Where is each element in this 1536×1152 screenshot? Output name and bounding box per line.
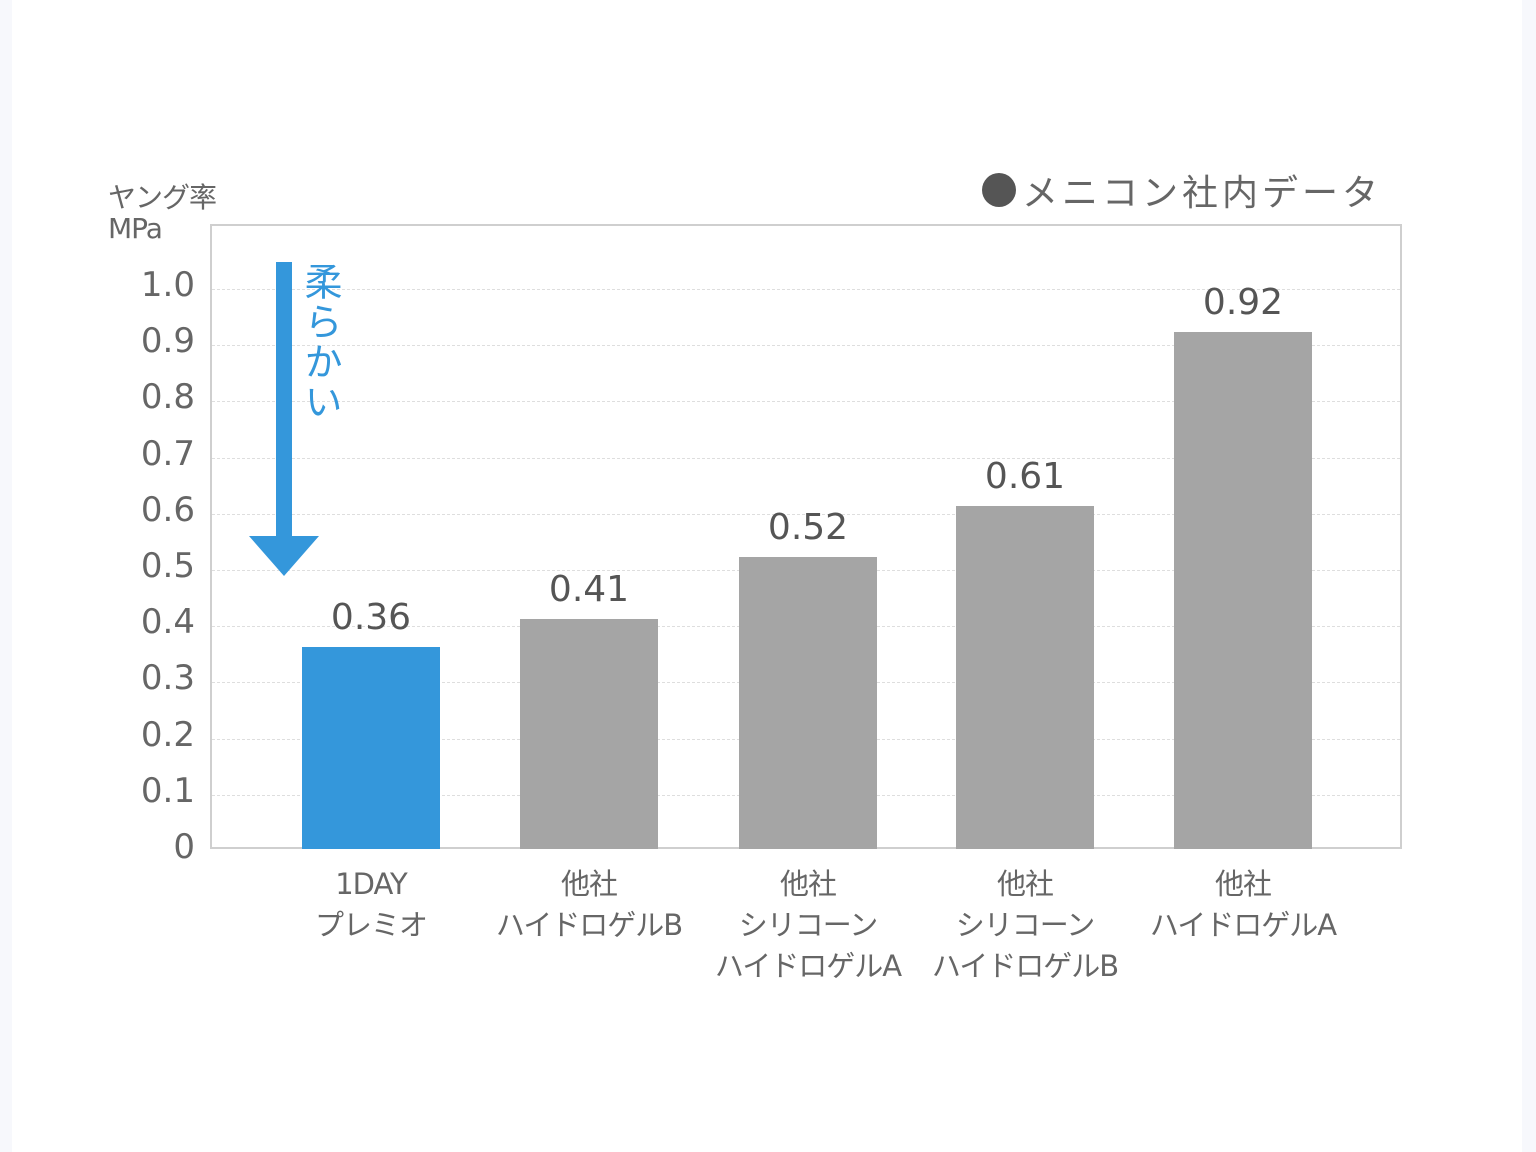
- x-category-label-line: 1DAY: [335, 867, 408, 901]
- x-category-label: 1DAY プレミオ: [251, 864, 491, 946]
- y-tick-label: 1.0: [140, 265, 195, 305]
- gridline: [212, 457, 1400, 459]
- bar: [1174, 331, 1312, 849]
- y-tick-label: 0.2: [140, 714, 195, 755]
- x-category-label-line: シリコーン: [738, 908, 879, 942]
- x-category-label: 他社ハイドロゲルA: [1123, 864, 1363, 946]
- bar-value-label: 0.36: [330, 596, 412, 638]
- y-tick-label: 0.9: [140, 321, 195, 362]
- bar-value-label: 0.41: [548, 568, 630, 610]
- y-axis-title: ヤング率: [108, 181, 217, 214]
- y-tick-label: 0.1: [140, 770, 195, 811]
- gridline: [212, 513, 1400, 515]
- bar: [739, 556, 877, 849]
- gridline: [212, 345, 1400, 347]
- bar-value-label: 0.52: [767, 506, 849, 548]
- gridline: [212, 401, 1400, 403]
- x-category-label-line: 他社: [779, 867, 837, 901]
- x-category-label: 他社ハイドロゲルB: [469, 864, 709, 946]
- y-axis-unit: MPa: [108, 212, 163, 245]
- y-tick-label: 0.7: [140, 433, 195, 474]
- y-tick-label: 0.3: [140, 658, 195, 699]
- bar: [520, 618, 658, 849]
- softer-arrow-shaft: [276, 262, 292, 540]
- arrow-down-icon: [249, 536, 319, 576]
- x-category-label-line: 他社: [560, 867, 618, 901]
- softer-annotation: 柔らかい: [298, 262, 342, 422]
- x-category-label-line: 他社: [1214, 867, 1272, 901]
- gridline: [212, 289, 1400, 290]
- bar: [956, 506, 1094, 849]
- x-category-label-line: 他社: [996, 867, 1054, 901]
- x-category-label-line: ハイドロゲルB: [495, 908, 683, 942]
- y-tick-label: 0.6: [140, 489, 195, 530]
- legend: メニコン社内データ: [982, 164, 1382, 216]
- x-category-label-line: ハイドロゲルA: [1149, 908, 1337, 942]
- y-tick-label: 0.4: [140, 602, 195, 643]
- legend-text: メニコン社内データ: [1022, 173, 1383, 214]
- x-category-label: 他社シリコーンハイドロゲルB: [905, 864, 1145, 987]
- bar-value-label: 0.92: [1202, 281, 1284, 323]
- x-category-label-line: ハイドロゲルB: [931, 949, 1119, 983]
- y-tick-label: 0.8: [140, 377, 195, 418]
- x-category-label-line: ハイドロゲルA: [714, 949, 902, 983]
- bar-value-label: 0.61: [984, 456, 1066, 498]
- y-tick-label: 0: [173, 827, 195, 867]
- bar: [302, 646, 440, 849]
- y-tick-label: 0.5: [140, 546, 195, 586]
- x-category-label: 他社シリコーンハイドロゲルA: [688, 864, 928, 987]
- x-category-label-line: シリコーン: [955, 908, 1096, 942]
- legend-dot-icon: [982, 173, 1016, 207]
- x-category-label-line: プレミオ: [314, 908, 428, 942]
